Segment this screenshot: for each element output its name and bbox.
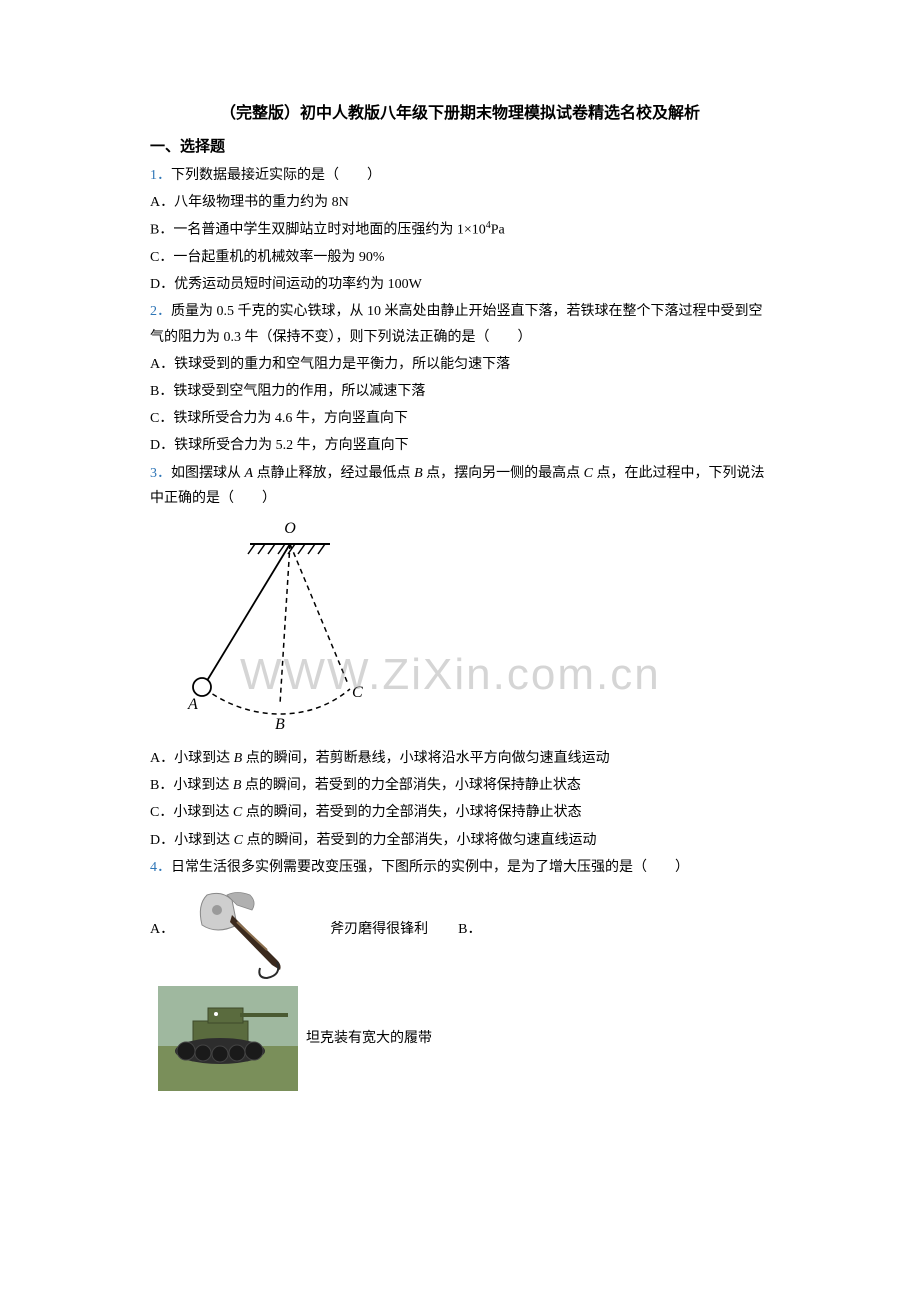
question-2: 2．质量为 0.5 千克的实心铁球，从 10 米高处由静止开始竖直下落，若铁球在… [150, 299, 770, 458]
q3-text: 如图摆球从 A 点静止释放，经过最低点 B 点，摆向另一侧的最高点 C 点，在此… [150, 466, 764, 506]
q3-number: 3． [150, 466, 171, 481]
q1-number: 1． [150, 168, 171, 183]
q2-option-a: A．铁球受到的重力和空气阻力是平衡力，所以能匀速下落 [150, 352, 770, 377]
pendulum-label-o: O [284, 520, 296, 537]
section-heading: 一、选择题 [150, 134, 770, 161]
question-4: 4．日常生活很多实例需要改变压强，下图所示的实例中，是为了增大压强的是（ ） A… [150, 855, 770, 1091]
q1-option-c: C．一台起重机的机械效率一般为 90% [150, 245, 770, 270]
q3-option-a: A．小球到达 B 点的瞬间，若剪断悬线，小球将沿水平方向做匀速直线运动 [150, 746, 770, 771]
pendulum-label-b: B [275, 716, 285, 729]
pendulum-label-a: A [187, 696, 198, 713]
q2-option-c: C．铁球所受合力为 4.6 牛，方向竖直向下 [150, 406, 770, 431]
q3-option-b: B．小球到达 B 点的瞬间，若受到的力全部消失，小球将保持静止状态 [150, 773, 770, 798]
pendulum-label-c: C [352, 684, 363, 701]
q2-option-b: B．铁球受到空气阻力的作用，所以减速下落 [150, 379, 770, 404]
q2-number: 2． [150, 304, 171, 319]
pendulum-diagram: O A B C [180, 519, 770, 738]
q2-text: 质量为 0.5 千克的实心铁球，从 10 米高处由静止开始竖直下落，若铁球在整个… [150, 304, 763, 344]
q4-option-b-label: B． [458, 917, 481, 942]
question-3: 3．如图摆球从 A 点静止释放，经过最低点 B 点，摆向另一侧的最高点 C 点，… [150, 461, 770, 853]
q4-option-a-text: 斧刃磨得很锋利 [330, 917, 428, 942]
q1-option-b: B．一名普通中学生双脚站立时对地面的压强约为 1×104Pa [150, 217, 770, 243]
q3-option-d: D．小球到达 C 点的瞬间，若受到的力全部消失，小球将做匀速直线运动 [150, 828, 770, 853]
q4-number: 4． [150, 860, 171, 875]
q4-option-b-text: 坦克装有宽大的履带 [306, 1026, 432, 1051]
question-1: 1．下列数据最接近实际的是（ ） A．八年级物理书的重力约为 8N B．一名普通… [150, 163, 770, 298]
tank-image [158, 986, 298, 1091]
q1-option-d: D．优秀运动员短时间运动的功率约为 100W [150, 272, 770, 297]
q4-text: 日常生活很多实例需要改变压强，下图所示的实例中，是为了增大压强的是（ ） [171, 860, 689, 875]
q1-option-a: A．八年级物理书的重力约为 8N [150, 190, 770, 215]
document-title: （完整版）初中人教版八年级下册期末物理模拟试卷精选名校及解析 [150, 100, 770, 129]
q4-option-a-label: A． [150, 917, 174, 942]
q2-option-d: D．铁球所受合力为 5.2 牛，方向竖直向下 [150, 433, 770, 458]
q1-text: 下列数据最接近实际的是（ ） [171, 168, 381, 183]
q3-option-c: C．小球到达 C 点的瞬间，若受到的力全部消失，小球将保持静止状态 [150, 800, 770, 825]
axe-image [182, 880, 322, 980]
